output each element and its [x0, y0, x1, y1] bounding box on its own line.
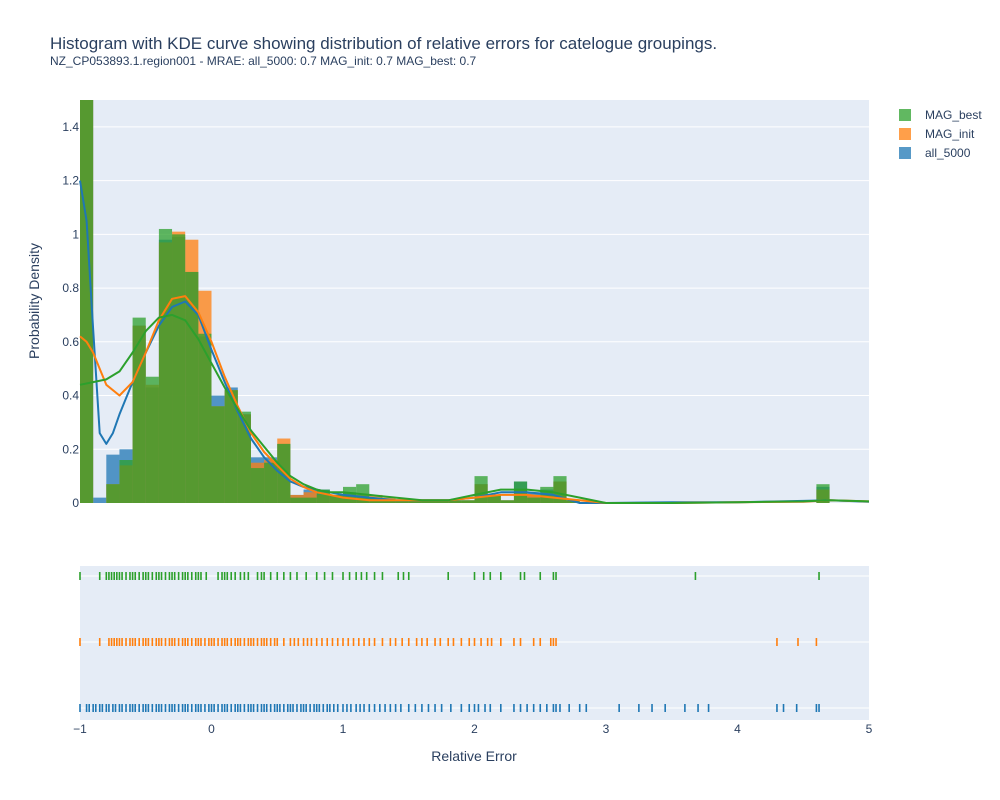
legend-item-MAG_best[interactable]: MAG_best [899, 108, 982, 122]
bar-MAG_best [119, 460, 133, 503]
bar-MAG_best [382, 500, 396, 503]
bar-MAG_best [290, 497, 304, 503]
bar-MAG_best [408, 500, 422, 503]
legend[interactable]: MAG_best MAG_init all_5000 [899, 108, 982, 160]
bar-MAG_init [303, 492, 317, 503]
bar-MAG_best [816, 484, 830, 503]
bar-MAG_best [303, 497, 317, 503]
rug-plot [79, 572, 869, 712]
bar-MAG_best [172, 234, 186, 504]
legend-label: all_5000 [925, 146, 971, 160]
bar-MAG_best [106, 484, 120, 503]
legend-label: MAG_best [925, 108, 982, 122]
x-tick-label: 3 [603, 722, 610, 736]
kde-line-MAG_best [79, 313, 870, 504]
y-tick-label: 0 [72, 496, 79, 510]
axis-ticks: 0 0.2 0.4 0.6 0.8 1 1.2 1.4 −1 0 1 2 3 4 5 [62, 120, 872, 736]
legend-item-all_5000[interactable]: all_5000 [899, 146, 971, 160]
y-tick-label: 0.6 [62, 335, 79, 349]
bar-MAG_best [395, 500, 409, 503]
x-tick-label: 2 [471, 722, 478, 736]
y-axis-title: Probability Density [26, 243, 42, 359]
bar-MAG_best [448, 500, 462, 503]
x-tick-label: −1 [73, 722, 87, 736]
bar-MAG_best [421, 500, 436, 503]
bar-MAG_best [185, 271, 199, 503]
kde-line-MAG_init [79, 295, 870, 504]
legend-swatch [899, 109, 911, 121]
bar-MAG_best [145, 376, 159, 503]
y-tick-label: 0.4 [62, 389, 79, 403]
x-tick-label: 1 [340, 722, 347, 736]
bar-MAG_best [474, 476, 488, 503]
x-tick-label: 4 [734, 722, 741, 736]
bar-MAG_best [237, 411, 251, 503]
bar-MAG_best [264, 462, 278, 503]
bar-MAG_best [461, 500, 475, 503]
y-tick-label: 1 [72, 227, 79, 241]
legend-swatch [899, 147, 911, 159]
y-tick-label: 1.4 [62, 120, 79, 134]
bar-MAG_best [211, 406, 225, 503]
legend-swatch [899, 128, 911, 140]
kde-curves [79, 180, 870, 504]
bar-MAG_best [527, 497, 541, 503]
legend-item-MAG_init[interactable]: MAG_init [899, 127, 975, 141]
x-tick-label: 0 [208, 722, 215, 736]
x-tick-label: 5 [866, 722, 873, 736]
chart-title: Histogram with KDE curve showing distrib… [50, 34, 718, 53]
bar-MAG_best [500, 500, 514, 503]
bar-MAG_best [250, 468, 265, 503]
histogram-bars [80, 100, 830, 504]
bar-MAG_best [487, 494, 501, 503]
chart-subtitle: NZ_CP053893.1.region001 - MRAE: all_5000… [50, 54, 477, 68]
bar-MAG_best [224, 390, 238, 503]
y-tick-label: 1.2 [62, 174, 79, 188]
bar-MAG_best [158, 228, 173, 503]
y-tick-label: 0.8 [62, 281, 79, 295]
bar-all_5000 [93, 497, 107, 503]
bar-MAG_best [132, 317, 146, 503]
y-tick-label: 0.2 [62, 442, 79, 456]
bar-MAG_best [198, 333, 212, 503]
x-axis-title: Relative Error [431, 748, 517, 764]
gridlines [80, 126, 869, 450]
legend-label: MAG_init [925, 127, 975, 141]
bar-MAG_best [435, 500, 449, 503]
bar-MAG_best [329, 494, 343, 503]
